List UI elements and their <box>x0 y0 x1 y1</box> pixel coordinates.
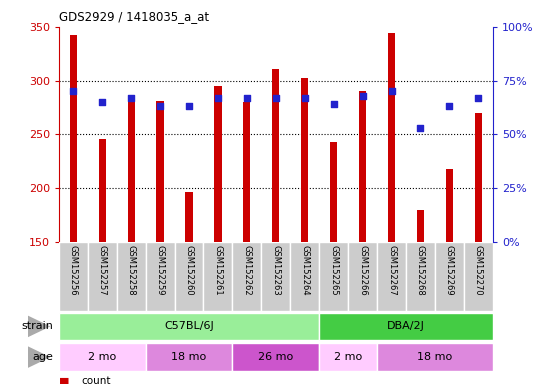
Text: GSM152260: GSM152260 <box>184 245 194 296</box>
Polygon shape <box>28 346 50 368</box>
Text: 18 mo: 18 mo <box>417 352 452 362</box>
Bar <box>59 242 88 311</box>
Bar <box>128 94 135 242</box>
Point <box>69 88 78 94</box>
Bar <box>99 139 106 242</box>
Point <box>445 103 454 109</box>
Bar <box>203 242 232 311</box>
Bar <box>475 113 482 242</box>
Polygon shape <box>28 316 50 337</box>
Point <box>156 103 165 109</box>
Point <box>97 99 106 105</box>
Text: GSM152267: GSM152267 <box>387 245 396 296</box>
Text: GSM152269: GSM152269 <box>445 245 454 296</box>
Point <box>416 125 425 131</box>
Text: GSM152257: GSM152257 <box>97 245 107 296</box>
Bar <box>214 86 222 242</box>
Bar <box>272 69 279 242</box>
Text: DBA/2J: DBA/2J <box>387 321 425 331</box>
Text: count: count <box>81 376 111 384</box>
Text: 2 mo: 2 mo <box>88 352 116 362</box>
Bar <box>330 142 337 242</box>
Bar <box>262 242 290 311</box>
Bar <box>377 343 493 371</box>
Bar <box>377 242 406 311</box>
Text: GSM152258: GSM152258 <box>127 245 136 296</box>
Bar <box>146 343 232 371</box>
Text: GSM152263: GSM152263 <box>271 245 281 296</box>
Bar <box>88 242 116 311</box>
Point <box>300 95 309 101</box>
Text: ■: ■ <box>59 376 69 384</box>
Point <box>184 103 194 109</box>
Text: age: age <box>32 352 53 362</box>
Bar <box>348 242 377 311</box>
Text: GSM152256: GSM152256 <box>69 245 78 296</box>
Text: 18 mo: 18 mo <box>171 352 207 362</box>
Bar <box>232 242 262 311</box>
Bar <box>59 343 146 371</box>
Point <box>242 95 251 101</box>
Text: GSM152265: GSM152265 <box>329 245 338 296</box>
Bar <box>406 242 435 311</box>
Point <box>271 95 280 101</box>
Text: GSM152268: GSM152268 <box>416 245 425 296</box>
Text: 26 mo: 26 mo <box>258 352 293 362</box>
Bar <box>319 343 377 371</box>
Text: 2 mo: 2 mo <box>334 352 362 362</box>
Bar <box>175 242 203 311</box>
Text: GSM152270: GSM152270 <box>474 245 483 296</box>
Point <box>329 101 338 108</box>
Bar <box>319 313 493 340</box>
Point <box>387 88 396 94</box>
Point <box>127 95 136 101</box>
Text: GSM152261: GSM152261 <box>213 245 222 296</box>
Bar <box>116 242 146 311</box>
Bar <box>388 33 395 242</box>
Bar <box>359 91 366 242</box>
Text: GSM152266: GSM152266 <box>358 245 367 296</box>
Bar <box>185 192 193 242</box>
Bar <box>446 169 453 242</box>
Bar <box>156 101 164 242</box>
Bar <box>464 242 493 311</box>
Bar <box>301 78 309 242</box>
Bar <box>146 242 175 311</box>
Bar <box>59 313 319 340</box>
Text: GSM152264: GSM152264 <box>300 245 309 296</box>
Text: strain: strain <box>21 321 53 331</box>
Text: C57BL/6J: C57BL/6J <box>164 321 214 331</box>
Point <box>474 95 483 101</box>
Point <box>358 93 367 99</box>
Text: GDS2929 / 1418035_a_at: GDS2929 / 1418035_a_at <box>59 10 209 23</box>
Bar <box>232 343 319 371</box>
Bar <box>319 242 348 311</box>
Bar <box>417 210 424 242</box>
Bar <box>435 242 464 311</box>
Bar <box>243 102 250 242</box>
Bar <box>69 35 77 242</box>
Point <box>213 95 222 101</box>
Text: GSM152262: GSM152262 <box>242 245 251 296</box>
Bar <box>290 242 319 311</box>
Text: GSM152259: GSM152259 <box>156 245 165 296</box>
